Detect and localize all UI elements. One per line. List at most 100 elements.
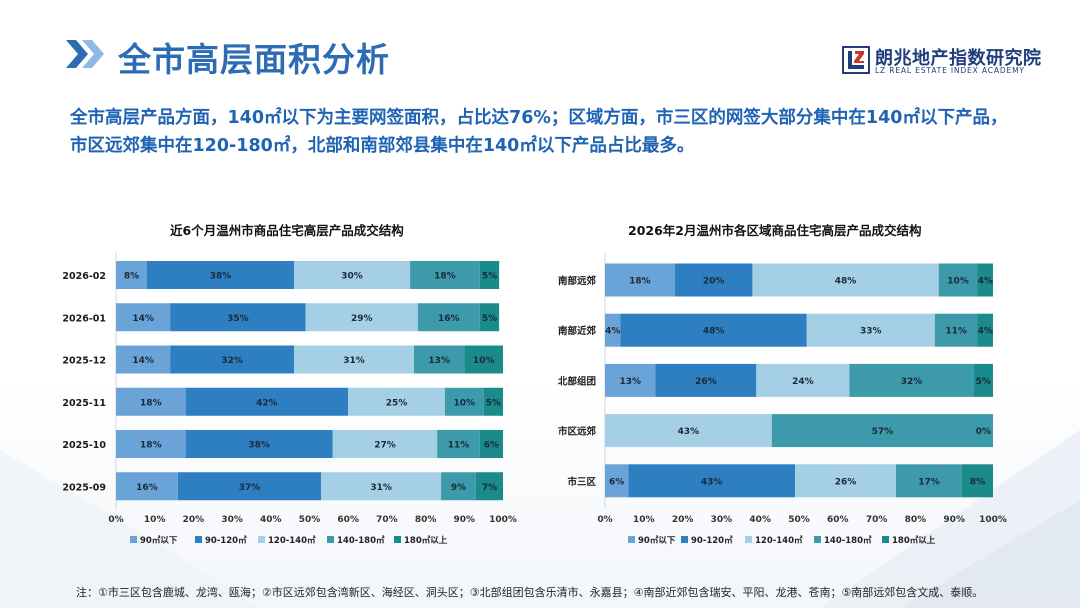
chart-1-data-label: 38% bbox=[248, 441, 270, 451]
chart-1-bar-segment bbox=[479, 430, 503, 458]
chart-1-data-label: 18% bbox=[140, 398, 162, 408]
page-title: 全市高层面积分析 bbox=[118, 40, 390, 79]
chart-1-legend-label: 140-180㎡ bbox=[337, 535, 385, 546]
chart-2-x-tick-label: 0% bbox=[597, 515, 612, 525]
chart-2-x-tick-label: 30% bbox=[711, 515, 733, 525]
chart-2-data-label: 4% bbox=[605, 327, 620, 337]
chart-1-category-label: 2025-10 bbox=[62, 440, 106, 451]
chart-2-data-label: 8% bbox=[970, 477, 985, 487]
chart-1-category-label: 2025-11 bbox=[62, 398, 106, 409]
chart-2-data-label: 43% bbox=[678, 427, 700, 437]
chart-2-bar-segment bbox=[756, 363, 850, 397]
chart-1-title: 近6个月温州市商品住宅高层产品成交结构 bbox=[170, 223, 404, 238]
chart-1-data-label: 13% bbox=[428, 356, 450, 366]
chart-2-data-label: 0% bbox=[976, 427, 991, 437]
chart-2-bar-segment bbox=[934, 313, 978, 347]
chart-1-data-label: 16% bbox=[438, 314, 460, 324]
chart-1-legend-swatch bbox=[130, 536, 137, 543]
chart-1-bar-segment bbox=[332, 430, 438, 458]
chart-2-x-tick-label: 100% bbox=[979, 515, 1007, 525]
chart-1-data-label: 7% bbox=[482, 483, 497, 493]
chart-1-data-label: 10% bbox=[473, 356, 495, 366]
footnote: 注：①市三区包含鹿城、龙湾、瓯海；②市区远郊包含湾新区、海经区、洞头区；③北部组… bbox=[76, 586, 984, 599]
logo-english-text: LZ REAL ESTATE INDEX ACADEMY bbox=[875, 66, 1025, 75]
chart-1-data-label: 32% bbox=[221, 356, 243, 366]
chart-1-legend-label: 90-120㎡ bbox=[205, 535, 247, 546]
chart-2-category-label: 南部近郊 bbox=[558, 325, 597, 337]
chart-2-data-label: 26% bbox=[695, 377, 717, 387]
chart-1-bar-segment bbox=[146, 261, 295, 289]
chart-2-data-label: 32% bbox=[901, 377, 923, 387]
chart-2-data-label: 48% bbox=[703, 327, 725, 337]
chart-1-data-label: 27% bbox=[374, 441, 396, 451]
chart-1-bar-segment bbox=[479, 303, 500, 332]
chart-1-data-label: 6% bbox=[484, 441, 499, 451]
chart-1-x-tick-label: 30% bbox=[221, 515, 243, 525]
chart-2-data-label: 20% bbox=[703, 277, 725, 287]
chart-1-bar-segment bbox=[185, 387, 349, 416]
chart-1-legend-swatch bbox=[258, 536, 265, 543]
chart-2-bar-segment bbox=[806, 313, 935, 347]
chart-2-bar-segment bbox=[938, 263, 978, 297]
chart-2-x-tick-label: 40% bbox=[749, 515, 771, 525]
chart-1-bar-segment bbox=[437, 430, 480, 458]
chart-1-bar-segment bbox=[413, 345, 465, 374]
chart-1-bar-segment bbox=[441, 472, 476, 501]
chart-1-data-label: 35% bbox=[227, 314, 249, 324]
chart-1-x-tick-label: 40% bbox=[260, 515, 282, 525]
chevron-right-icon bbox=[66, 40, 104, 68]
chart-1-bar-segment bbox=[410, 261, 480, 289]
chart-1-x-tick-label: 60% bbox=[337, 515, 359, 525]
chart-2-bar-segment bbox=[605, 414, 772, 448]
chart-2-legend-swatch bbox=[882, 536, 889, 543]
chart-2-bar-segment bbox=[655, 363, 757, 397]
chart-1-bar-segment bbox=[483, 387, 503, 416]
chart-2-data-label: 13% bbox=[619, 377, 641, 387]
chart-2-bar-segment bbox=[973, 363, 993, 397]
chart-1-bar-segment bbox=[116, 345, 171, 374]
chart-2-data-label: 4% bbox=[978, 277, 993, 287]
chart-2-data-label: 11% bbox=[945, 327, 967, 337]
chart-2-bar-segment bbox=[961, 464, 993, 498]
chart-2-legend-label: 140-180㎡ bbox=[824, 535, 872, 546]
chart-1-bar-segment bbox=[170, 303, 306, 332]
chart-1-bar-segment bbox=[444, 387, 484, 416]
chart-2-x-tick-label: 80% bbox=[905, 515, 927, 525]
chart-2-legend-label: 120-140㎡ bbox=[755, 535, 803, 546]
chart-2-data-label: 26% bbox=[835, 477, 857, 487]
chart-2-x-tick-label: 10% bbox=[633, 515, 655, 525]
chart-2-category-label: 北部组团 bbox=[558, 375, 596, 387]
chart-2-legend-swatch bbox=[628, 536, 635, 543]
chart-1-x-tick-label: 50% bbox=[299, 515, 321, 525]
chart-1-x-tick-label: 90% bbox=[454, 515, 476, 525]
chart-1-bar-segment bbox=[116, 303, 171, 332]
chart-2-legend-swatch bbox=[814, 536, 821, 543]
chart-2-bar-segment bbox=[896, 464, 962, 498]
chart-2-data-label: 4% bbox=[978, 327, 993, 337]
chart-1-data-label: 14% bbox=[132, 314, 154, 324]
chart-2-legend-label: 90-120㎡ bbox=[691, 535, 733, 546]
chart-2-bar-segment bbox=[620, 313, 807, 347]
chart-1-x-tick-label: 70% bbox=[376, 515, 398, 525]
chart-1-category-label: 2026-01 bbox=[62, 313, 106, 324]
chart-1-data-label: 29% bbox=[351, 314, 373, 324]
chart-1-data-label: 14% bbox=[132, 356, 154, 366]
chart-2-bar-segment bbox=[605, 313, 621, 347]
chart-2-bar-segment bbox=[771, 414, 993, 448]
chart-1-bar-segment bbox=[116, 472, 178, 501]
chart-1-data-label: 31% bbox=[370, 483, 392, 493]
chart-1-bar-segment bbox=[116, 430, 186, 458]
chart-1-bar-segment bbox=[116, 261, 147, 289]
chart-2-x-tick-label: 90% bbox=[943, 515, 965, 525]
chart-1-x-tick-label: 100% bbox=[489, 515, 517, 525]
chart-2-bar-segment bbox=[628, 464, 796, 498]
chart-2-x-tick-label: 60% bbox=[827, 515, 849, 525]
chart-2-category-label: 南部远郊 bbox=[558, 275, 597, 287]
chart-2-data-label: 5% bbox=[976, 377, 991, 387]
chart-1-category-label: 2025-12 bbox=[62, 356, 106, 367]
chart-1-category-label: 2026-02 bbox=[62, 271, 106, 282]
chart-1-data-label: 16% bbox=[136, 483, 158, 493]
chart-2-legend-swatch bbox=[745, 536, 752, 543]
